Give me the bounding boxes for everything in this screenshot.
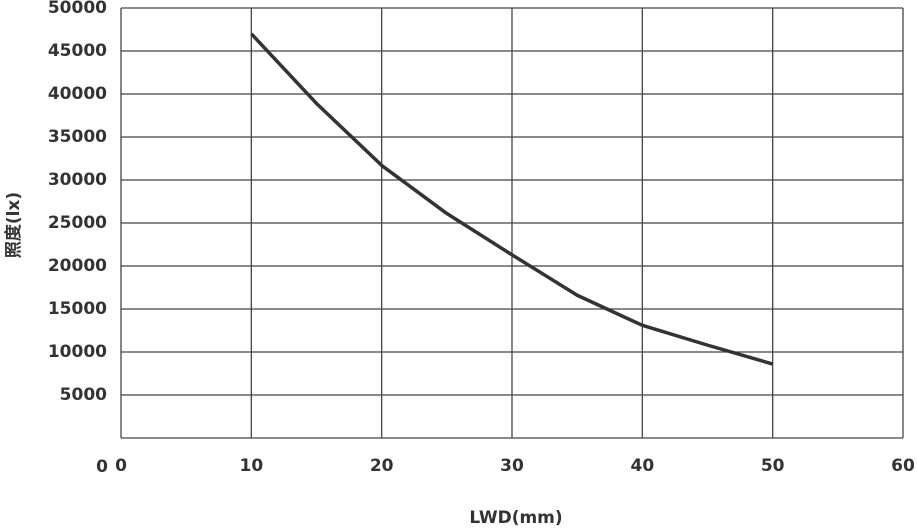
y-tick-label: 40000 xyxy=(48,84,107,104)
x-axis-label: LWD(mm) xyxy=(469,508,562,528)
y-tick-label: 5000 xyxy=(60,385,107,405)
y-tick-label: 45000 xyxy=(48,41,107,61)
x-tick-label: 0 xyxy=(115,456,127,476)
y-tick-label: 25000 xyxy=(48,213,107,233)
data-line xyxy=(250,32,774,366)
x-tick-label: 10 xyxy=(239,456,263,476)
x-tick-label: 50 xyxy=(761,456,785,476)
x-tick-label: 40 xyxy=(630,456,654,476)
x-tick-label: 60 xyxy=(891,456,915,476)
y-tick-label: 15000 xyxy=(48,299,107,319)
y-tick-label: 0 xyxy=(96,457,108,477)
y-axis-label: 照度(lx) xyxy=(3,192,24,258)
x-tick-label: 30 xyxy=(500,456,524,476)
y-tick-label: 20000 xyxy=(48,256,107,276)
y-tick-label: 35000 xyxy=(48,127,107,147)
x-tick-label: 20 xyxy=(370,456,394,476)
y-tick-label: 50000 xyxy=(48,0,107,18)
y-tick-label: 10000 xyxy=(48,342,107,362)
y-tick-label: 30000 xyxy=(48,170,107,190)
